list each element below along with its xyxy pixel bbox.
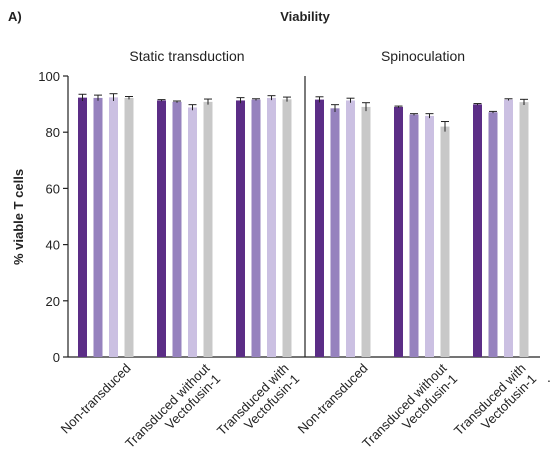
bar xyxy=(394,106,403,357)
error-bar xyxy=(267,95,276,101)
bar xyxy=(251,99,261,357)
error-bar xyxy=(94,94,102,101)
chart-title: Viability xyxy=(280,9,330,24)
bar xyxy=(124,97,134,357)
bar xyxy=(361,106,371,357)
error-bar xyxy=(78,93,87,102)
panel-title-spinoculation: Spinoculation xyxy=(381,48,465,64)
error-bar xyxy=(252,98,260,101)
error-bar xyxy=(283,96,291,102)
bar xyxy=(330,108,340,357)
y-tick-label: 0 xyxy=(53,350,60,365)
y-tick-label: 40 xyxy=(46,238,60,253)
stray-mark: . xyxy=(547,369,551,385)
error-bar xyxy=(173,100,181,103)
y-tick-label: 100 xyxy=(38,69,60,84)
x-tick-label: Non-transduced xyxy=(58,361,134,437)
error-bar xyxy=(109,93,118,102)
bar xyxy=(109,97,118,357)
x-tick-label: Transduced withVectofusin-1 xyxy=(214,361,302,449)
bar xyxy=(409,114,419,357)
x-tick-label-line: Non-transduced xyxy=(295,361,371,437)
bar xyxy=(267,97,276,357)
bar xyxy=(157,100,166,358)
error-bar xyxy=(188,104,197,111)
bar xyxy=(346,100,355,358)
bar xyxy=(488,112,498,358)
error-bar xyxy=(236,97,245,104)
bar xyxy=(236,100,245,358)
error-bar xyxy=(489,110,497,114)
error-bar xyxy=(441,121,449,132)
bar xyxy=(78,97,87,358)
error-bar xyxy=(520,98,528,105)
x-tick-label-line: Non-transduced xyxy=(58,361,134,437)
error-bar xyxy=(157,99,166,102)
y-tick-label: 20 xyxy=(46,294,60,309)
y-tick-label: 80 xyxy=(46,125,60,140)
bar xyxy=(203,101,213,358)
error-bar xyxy=(504,98,513,101)
error-bar xyxy=(331,104,339,112)
plot-area xyxy=(78,93,529,358)
bar xyxy=(315,99,324,357)
y-tick-label: 60 xyxy=(46,181,60,196)
x-tick-label: Transduced withoutVectofusin-1 xyxy=(359,360,460,461)
y-axis-title: % viable T cells xyxy=(11,169,26,265)
bar xyxy=(282,99,292,357)
x-tick-label: Transduced withVectofusin-1 xyxy=(451,361,539,449)
y-axis: 0 20 40 60 80 100 xyxy=(38,69,69,365)
bar xyxy=(440,126,450,357)
bar xyxy=(473,104,482,357)
bar xyxy=(93,97,103,357)
error-bar xyxy=(425,113,434,119)
x-tick-label: Non-transduced xyxy=(295,361,371,437)
panel-label: A) xyxy=(8,9,22,24)
error-bar xyxy=(410,113,418,116)
error-bar xyxy=(125,96,133,100)
error-bar xyxy=(346,97,355,103)
bar xyxy=(172,101,182,358)
bar xyxy=(188,107,197,357)
error-bar xyxy=(362,102,370,112)
error-bar xyxy=(394,105,403,108)
x-tick-label: Transduced withoutVectofusin-1 xyxy=(122,360,223,461)
error-bar xyxy=(473,103,482,106)
bar xyxy=(519,102,529,358)
error-bar xyxy=(204,98,212,105)
bar xyxy=(504,99,513,357)
error-bar xyxy=(315,96,324,103)
bar xyxy=(425,115,434,357)
panel-title-static: Static transduction xyxy=(129,48,244,64)
